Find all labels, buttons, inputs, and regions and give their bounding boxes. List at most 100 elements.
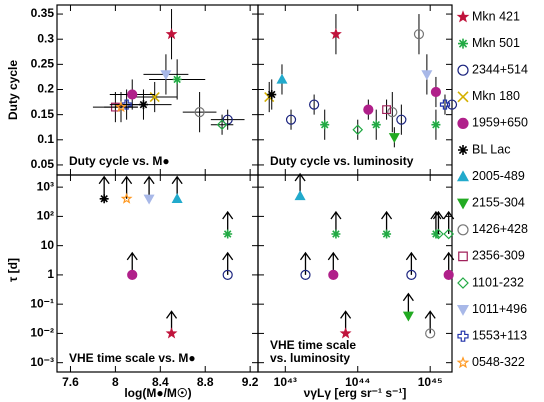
marker	[121, 99, 132, 110]
marker	[223, 229, 233, 239]
legend-marker	[458, 38, 468, 49]
marker	[421, 70, 433, 81]
marker	[127, 89, 138, 100]
legend-label: 2005-489	[472, 169, 525, 183]
limit-arrow	[432, 210, 444, 235]
marker	[171, 193, 183, 203]
marker	[339, 327, 352, 339]
legend-marker	[456, 356, 470, 369]
marker	[115, 100, 127, 113]
marker	[382, 105, 391, 115]
limit-arrow	[222, 251, 234, 275]
marker	[320, 120, 330, 130]
marker	[294, 190, 306, 201]
marker	[425, 328, 436, 339]
marker	[120, 192, 133, 204]
marker	[143, 194, 155, 205]
x-tick-label: 10⁴⁵	[418, 375, 443, 389]
y-axis-label: Duty cycle	[6, 60, 20, 120]
marker	[267, 90, 277, 100]
x-tick-label: 7.6	[62, 375, 79, 389]
x-tick-label: 9.2	[242, 375, 259, 389]
marker	[382, 229, 392, 239]
marker	[363, 104, 374, 115]
y-tick-label: 0.3	[37, 31, 54, 45]
annotation: vs. luminosity	[270, 351, 350, 365]
y-tick-label: 0.15	[31, 107, 55, 121]
y-tick-label: 10⁻¹	[30, 296, 54, 310]
limit-arrow	[405, 251, 417, 275]
legend-label: 2356-309	[472, 249, 525, 263]
annotation: Duty cycle vs. M●	[69, 154, 170, 168]
marker	[165, 327, 178, 339]
limit-arrow	[424, 310, 436, 334]
y-tick-label: 10	[41, 238, 55, 252]
legend-marker	[457, 277, 469, 289]
legend-label: Mkn 421	[472, 9, 520, 23]
panel-frame	[257, 4, 453, 176]
marker	[396, 114, 407, 125]
y-axis-label: τ [d]	[6, 258, 20, 282]
limit-arrow	[299, 251, 312, 275]
x-tick-label: 8	[112, 375, 119, 389]
y-tick-label: 1	[47, 267, 54, 281]
annotation: VHE time scale	[270, 338, 356, 352]
marker	[328, 269, 339, 280]
marker	[110, 102, 120, 112]
marker	[285, 114, 297, 125]
legend-label: 2344+514	[472, 62, 528, 76]
marker	[99, 194, 109, 204]
marker	[138, 100, 148, 110]
legend-marker	[456, 198, 470, 210]
marker	[439, 99, 451, 110]
legend-label: 1959+650	[472, 116, 528, 130]
y-tick-label: 0.2	[37, 82, 54, 96]
marker	[388, 133, 400, 144]
y-tick-label: 10⁻²	[30, 326, 54, 340]
marker	[352, 124, 364, 136]
y-tick-label: 0.1	[37, 132, 54, 146]
marker	[331, 229, 341, 239]
y-tick-label: 10³	[37, 179, 54, 193]
marker	[387, 107, 398, 118]
legend-label: 1011+496	[472, 302, 527, 316]
panel-frame	[56, 4, 259, 176]
legend-label: 1101-232	[472, 275, 524, 289]
marker	[216, 119, 228, 131]
marker	[330, 27, 342, 40]
legend-label: BL Lac	[472, 142, 510, 156]
y-tick-label: 0.35	[31, 6, 55, 20]
marker	[443, 269, 454, 280]
x-tick-label: 8.4	[152, 375, 169, 389]
marker	[431, 229, 441, 239]
y-tick-label: 10²	[37, 209, 54, 223]
x-axis-label: νγLγ [erg sr⁻¹ s⁻¹]	[304, 386, 407, 400]
legend-label: 2155-304	[472, 195, 525, 209]
x-tick-label: 8.8	[197, 375, 214, 389]
marker	[276, 73, 288, 84]
x-tick-label: 10⁴³	[274, 375, 297, 389]
legend-label: 0548-322	[472, 355, 525, 369]
legend-marker	[456, 305, 470, 316]
marker	[443, 228, 455, 240]
legend-marker	[456, 170, 470, 182]
marker	[222, 269, 233, 280]
annotation: Duty cycle vs. luminosity	[270, 154, 414, 168]
legend-marker	[457, 91, 469, 103]
legend-marker	[456, 10, 470, 23]
marker	[430, 86, 442, 98]
marker	[300, 269, 311, 280]
marker	[413, 29, 425, 40]
marker	[172, 74, 182, 84]
legend-label: Mkn 501	[472, 36, 520, 50]
x-axis-label: log(M●/M☉)	[124, 386, 191, 400]
marker	[402, 311, 414, 322]
marker	[160, 70, 172, 81]
marker	[446, 99, 458, 110]
annotation: VHE time scale vs. M●	[69, 351, 196, 365]
marker	[309, 99, 320, 110]
y-tick-label: 0.25	[31, 57, 55, 71]
x-tick-label: 10⁴⁴	[345, 375, 370, 389]
legend-label: Mkn 180	[472, 89, 520, 103]
